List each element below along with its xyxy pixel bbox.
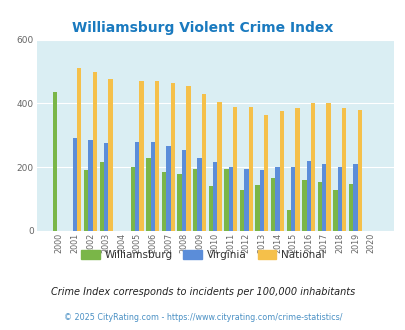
Bar xyxy=(348,184,352,231)
Bar xyxy=(294,108,299,231)
Bar xyxy=(53,92,57,231)
Text: © 2025 CityRating.com - https://www.cityrating.com/crime-statistics/: © 2025 CityRating.com - https://www.city… xyxy=(64,313,341,322)
Bar xyxy=(275,167,279,231)
Bar xyxy=(326,103,330,231)
Bar xyxy=(177,174,181,231)
Text: Williamsburg Violent Crime Index: Williamsburg Violent Crime Index xyxy=(72,21,333,35)
Bar xyxy=(352,164,357,231)
Bar xyxy=(217,102,221,231)
Bar xyxy=(255,185,259,231)
Legend: Williamsburg, Virginia, National: Williamsburg, Virginia, National xyxy=(77,246,328,264)
Bar xyxy=(170,82,175,231)
Bar xyxy=(139,81,143,231)
Bar xyxy=(213,162,217,231)
Bar xyxy=(88,140,92,231)
Bar xyxy=(135,142,139,231)
Bar xyxy=(333,189,337,231)
Bar xyxy=(290,167,294,231)
Bar xyxy=(181,150,186,231)
Bar xyxy=(155,81,159,231)
Bar xyxy=(150,142,155,231)
Bar xyxy=(108,80,112,231)
Bar xyxy=(310,103,314,231)
Bar xyxy=(197,158,201,231)
Bar xyxy=(306,161,310,231)
Bar xyxy=(201,94,206,231)
Bar xyxy=(208,186,213,231)
Bar xyxy=(317,182,321,231)
Bar xyxy=(286,210,290,231)
Bar xyxy=(264,115,268,231)
Bar xyxy=(239,189,243,231)
Bar xyxy=(248,107,252,231)
Bar xyxy=(279,112,283,231)
Bar xyxy=(228,167,232,231)
Bar xyxy=(259,170,264,231)
Text: Crime Index corresponds to incidents per 100,000 inhabitants: Crime Index corresponds to incidents per… xyxy=(51,287,354,297)
Bar xyxy=(99,162,104,231)
Bar xyxy=(270,178,275,231)
Bar xyxy=(224,169,228,231)
Bar xyxy=(186,86,190,231)
Bar xyxy=(341,108,345,231)
Bar xyxy=(72,139,77,231)
Bar xyxy=(192,169,197,231)
Bar xyxy=(321,164,326,231)
Bar xyxy=(337,167,341,231)
Bar xyxy=(243,169,248,231)
Bar xyxy=(301,180,306,231)
Bar xyxy=(130,167,135,231)
Bar xyxy=(146,158,150,231)
Bar xyxy=(104,143,108,231)
Bar xyxy=(232,107,237,231)
Bar xyxy=(84,170,88,231)
Bar xyxy=(92,72,97,231)
Bar xyxy=(166,147,170,231)
Bar xyxy=(162,172,166,231)
Bar xyxy=(357,110,361,231)
Bar xyxy=(77,68,81,231)
